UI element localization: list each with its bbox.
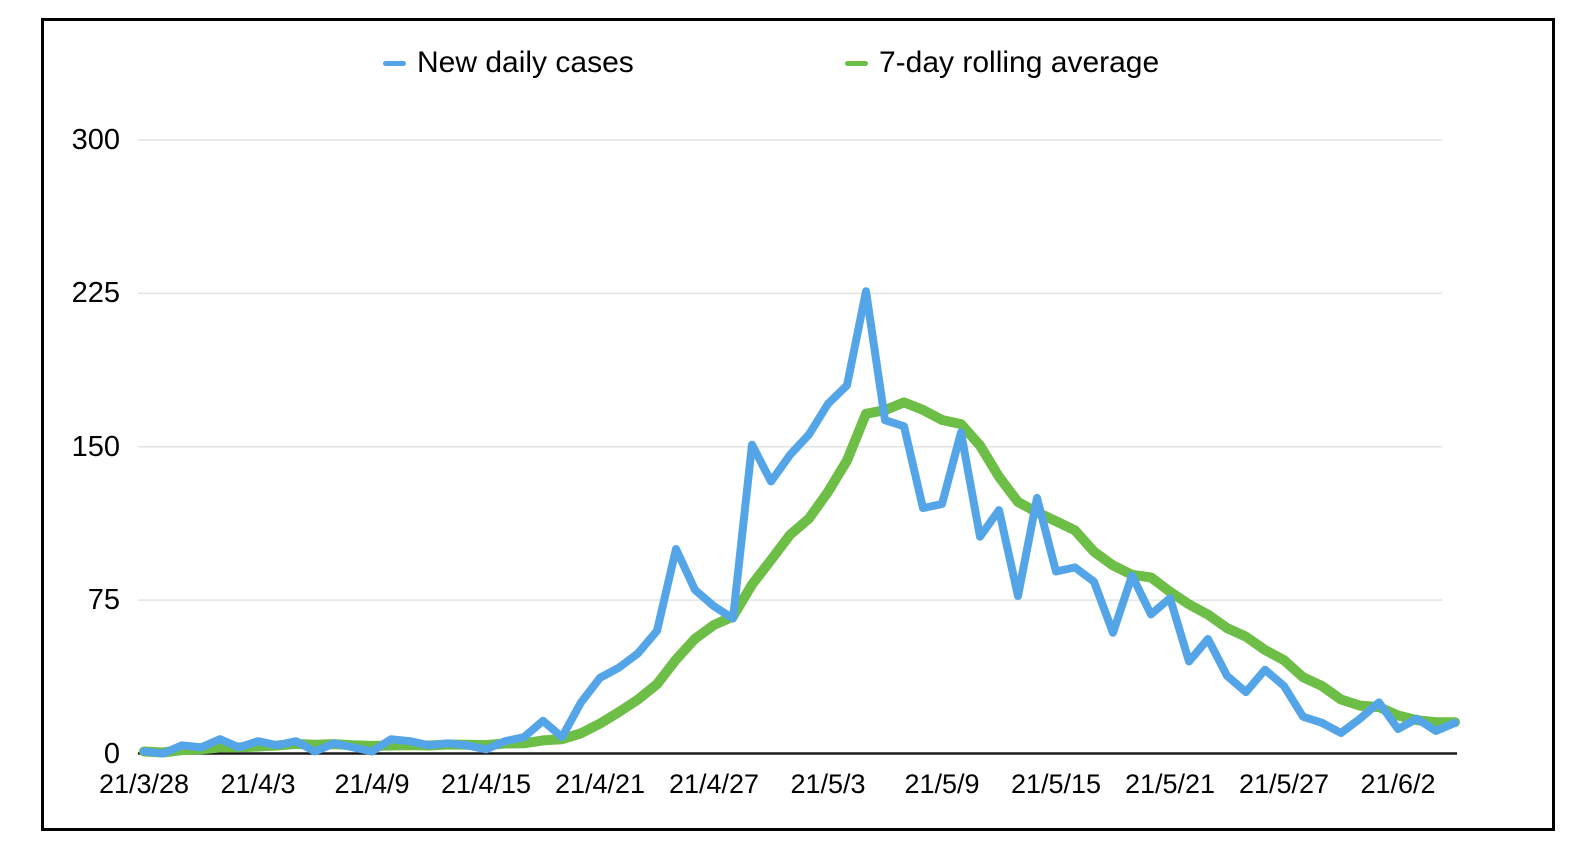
legend-item-rolling-average: 7-day rolling average: [845, 46, 1159, 80]
y-tick-label-300: 300: [71, 124, 120, 156]
new-daily-cases-swatch-icon: [383, 60, 406, 66]
rolling-average-line: [139, 397, 1460, 758]
y-tick-label-75: 75: [87, 584, 120, 617]
legend-label-new-daily-cases: New daily cases: [417, 46, 634, 79]
y-tick-label-225: 225: [71, 277, 120, 310]
y-tick-label-150: 150: [71, 430, 120, 463]
y-tick-label-0: 0: [103, 737, 120, 770]
x-tick-label-21-5-27: 21/5/27: [1238, 769, 1330, 799]
x-tick-label-21-4-15: 21/4/15: [440, 769, 532, 799]
x-tick-label-21-5-15: 21/5/15: [1010, 769, 1102, 799]
legend-item-new-daily-cases: New daily cases: [383, 46, 634, 80]
rolling-average-swatch-icon: [845, 60, 868, 66]
chart-frame: [41, 18, 1555, 831]
x-tick-label-21-5-9: 21/5/9: [904, 769, 980, 799]
x-tick-label-21-5-3: 21/5/3: [790, 769, 866, 799]
x-tick-label-21-6-2: 21/6/2: [1360, 769, 1436, 799]
x-tick-label-21-3-28: 21/3/28: [98, 769, 190, 799]
new-daily-cases-line: [140, 287, 1459, 758]
x-tick-label-21-4-3: 21/4/3: [220, 769, 296, 799]
x-tick-label-21-5-21: 21/5/21: [1124, 769, 1216, 799]
x-tick-label-21-4-9: 21/4/9: [334, 769, 410, 799]
legend-label-rolling-average: 7-day rolling average: [879, 46, 1160, 79]
x-tick-label-21-4-21: 21/4/21: [554, 769, 646, 799]
x-tick-label-21-4-27: 21/4/27: [668, 769, 760, 799]
